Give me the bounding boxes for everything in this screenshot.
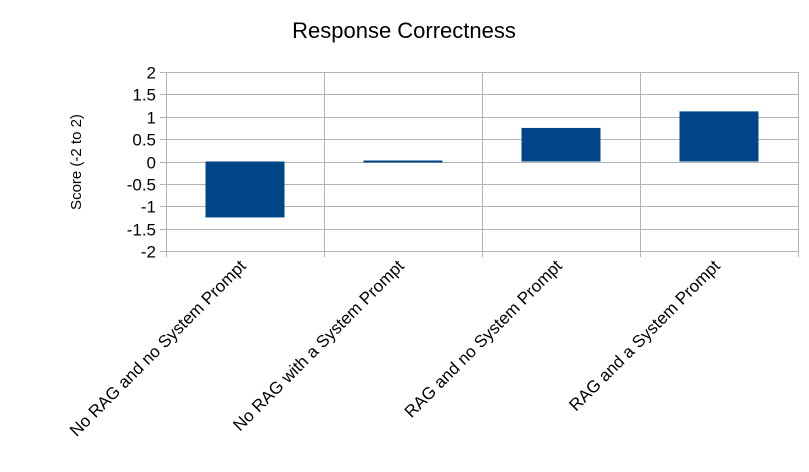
bar [679, 111, 759, 162]
x-tick-label: No RAG with a System Prompt [229, 256, 408, 435]
y-tick-label: -1 [141, 198, 156, 217]
y-tick-label: -2 [141, 243, 156, 262]
y-tick-label: 1 [147, 109, 156, 128]
bar [205, 161, 285, 218]
axes [160, 72, 799, 257]
y-tick-label: 0 [147, 154, 156, 173]
bars [205, 111, 759, 218]
x-tick-label: RAG and a System Prompt [565, 256, 724, 415]
y-tick-label: 0.5 [132, 131, 156, 150]
y-tick-labels: 2 1.5 1 0.5 0 -0.5 -1 -1.5 -2 [127, 64, 156, 262]
y-tick-label: -1.5 [127, 221, 156, 240]
bar [521, 127, 601, 162]
bar [363, 160, 443, 163]
chart-title: Response Correctness [292, 18, 516, 43]
y-tick-label: 1.5 [132, 86, 156, 105]
x-tick-label: No RAG and no System Prompt [66, 256, 250, 440]
y-tick-label: 2 [147, 64, 156, 83]
x-tick-label: RAG and no System Prompt [401, 256, 566, 421]
y-axis-label: Score (-2 to 2) [68, 114, 85, 210]
y-tick-label: -0.5 [127, 176, 156, 195]
